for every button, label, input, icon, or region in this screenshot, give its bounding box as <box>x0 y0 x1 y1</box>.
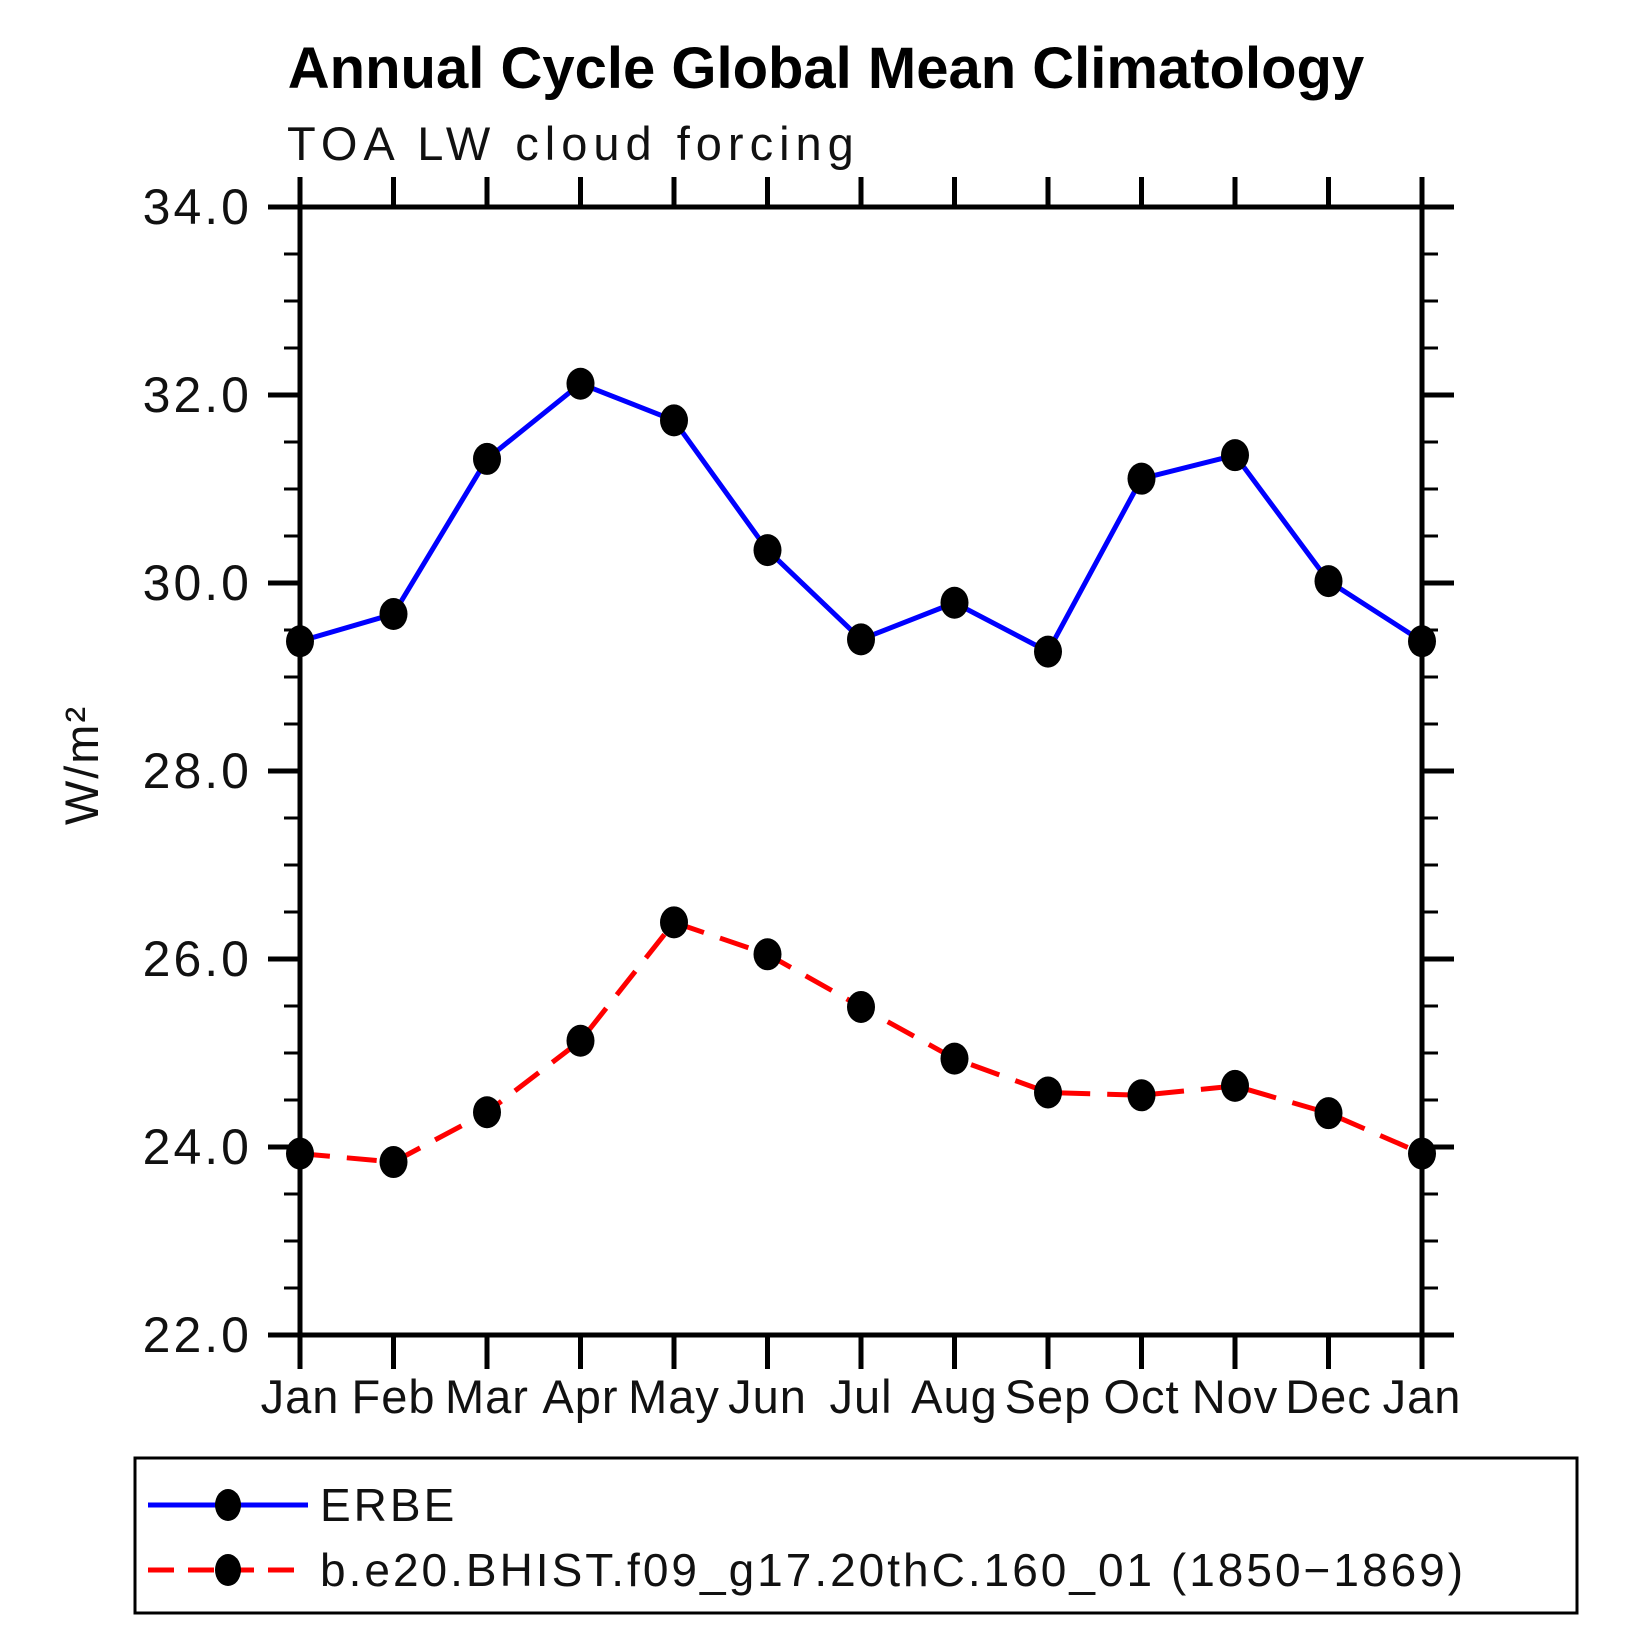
data-point-marker <box>1314 565 1343 598</box>
x-tick-label: Sep <box>1005 1370 1092 1423</box>
data-point-marker <box>1408 625 1436 658</box>
data-point-marker <box>1127 462 1156 495</box>
data-point-marker <box>379 598 408 631</box>
x-tick-label: Jul <box>829 1370 892 1423</box>
data-point-marker <box>1034 1076 1062 1109</box>
chart-subtitle: TOA LW cloud forcing <box>287 117 860 170</box>
legend: ERBE b.e20.BHIST.f09_g17.20thC.160_01 (18… <box>133 1456 1579 1615</box>
data-point-marker <box>660 404 688 437</box>
legend-entry-label: ERBE <box>320 1479 457 1531</box>
series-line-erbe <box>299 380 1424 655</box>
x-tick-label: Dec <box>1285 1370 1372 1423</box>
legend-entry-label: b.e20.BHIST.f09_g17.20thC.160_01 (1850−1… <box>320 1544 1466 1596</box>
x-tick-label: Feb <box>352 1370 436 1423</box>
y-tick-label: 30.0 <box>143 555 252 611</box>
data-point-marker <box>1221 439 1249 472</box>
data-point-marker <box>1127 1079 1156 1112</box>
y-axis-label: W/m² <box>55 705 108 825</box>
data-point-marker <box>473 442 501 475</box>
data-point-marker <box>473 1096 501 1129</box>
chart-title: Annual Cycle Global Mean Climatology <box>288 36 1364 101</box>
data-point-marker <box>286 625 314 658</box>
data-point-marker <box>847 623 875 656</box>
x-tick-label: Mar <box>445 1370 529 1423</box>
data-point-marker <box>286 1137 314 1170</box>
data-point-marker <box>566 367 595 400</box>
data-point-marker <box>753 938 782 971</box>
y-tick-label: 34.0 <box>143 179 252 235</box>
y-tick-label: 28.0 <box>143 743 252 799</box>
x-tick-label: Jun <box>728 1370 807 1423</box>
data-point-marker <box>379 1146 408 1179</box>
data-point-marker <box>1034 635 1062 668</box>
data-point-marker <box>566 1024 595 1057</box>
data-point-marker <box>1408 1137 1436 1170</box>
data-point-marker <box>940 1042 969 1075</box>
y-tick-label: 22.0 <box>143 1307 252 1363</box>
data-point-marker <box>940 586 969 619</box>
x-tick-label: Nov <box>1192 1370 1279 1423</box>
data-point-marker <box>1221 1069 1249 1102</box>
data-point-marker <box>660 906 688 939</box>
data-point-marker <box>753 534 782 567</box>
x-tick-label: Aug <box>911 1370 998 1423</box>
y-tick-label: 24.0 <box>143 1119 252 1175</box>
plot-frame <box>297 204 1425 1338</box>
x-tick-label: Jan <box>1383 1370 1462 1423</box>
data-series <box>286 367 1436 1179</box>
x-tick-label: Jan <box>261 1370 340 1423</box>
data-point-marker <box>847 990 875 1023</box>
x-tick-label: May <box>628 1370 720 1423</box>
y-tick-label: 26.0 <box>143 931 252 987</box>
data-point-marker <box>1314 1097 1343 1130</box>
legend-sample-marker <box>215 1489 241 1521</box>
y-tick-label: 32.0 <box>143 367 252 423</box>
x-tick-label: Oct <box>1103 1370 1179 1423</box>
x-tick-label: Apr <box>542 1370 618 1423</box>
legend-sample-marker <box>215 1554 241 1586</box>
series-line-model <box>299 919 1423 1165</box>
legend-box <box>133 1456 1579 1615</box>
